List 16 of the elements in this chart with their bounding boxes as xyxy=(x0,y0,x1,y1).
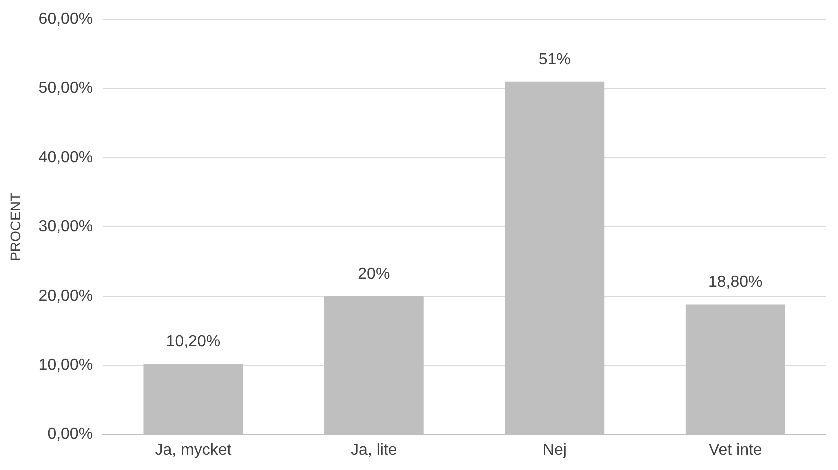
x-tick-label: Vet inte xyxy=(708,442,762,459)
data-label: 18,80% xyxy=(708,274,763,292)
y-tick-label: 60,00% xyxy=(38,11,94,28)
y-tick-label: 40,00% xyxy=(38,149,94,166)
y-tick-label: 30,00% xyxy=(38,218,94,236)
x-tick-label: Nej xyxy=(542,442,567,459)
y-tick-label: 10,00% xyxy=(38,357,94,374)
data-label: 20% xyxy=(358,266,390,283)
y-axis-title: PROCENT xyxy=(7,192,24,262)
x-tick-label: Ja, lite xyxy=(351,442,398,459)
data-label: 10,20% xyxy=(166,334,221,351)
data-label: 51% xyxy=(538,51,571,68)
x-tick-label: Ja, mycket xyxy=(155,442,232,459)
y-tick-label: 0,00% xyxy=(48,426,94,444)
y-tick-label: 50,00% xyxy=(38,80,94,98)
y-tick-label: 20,00% xyxy=(38,288,94,305)
